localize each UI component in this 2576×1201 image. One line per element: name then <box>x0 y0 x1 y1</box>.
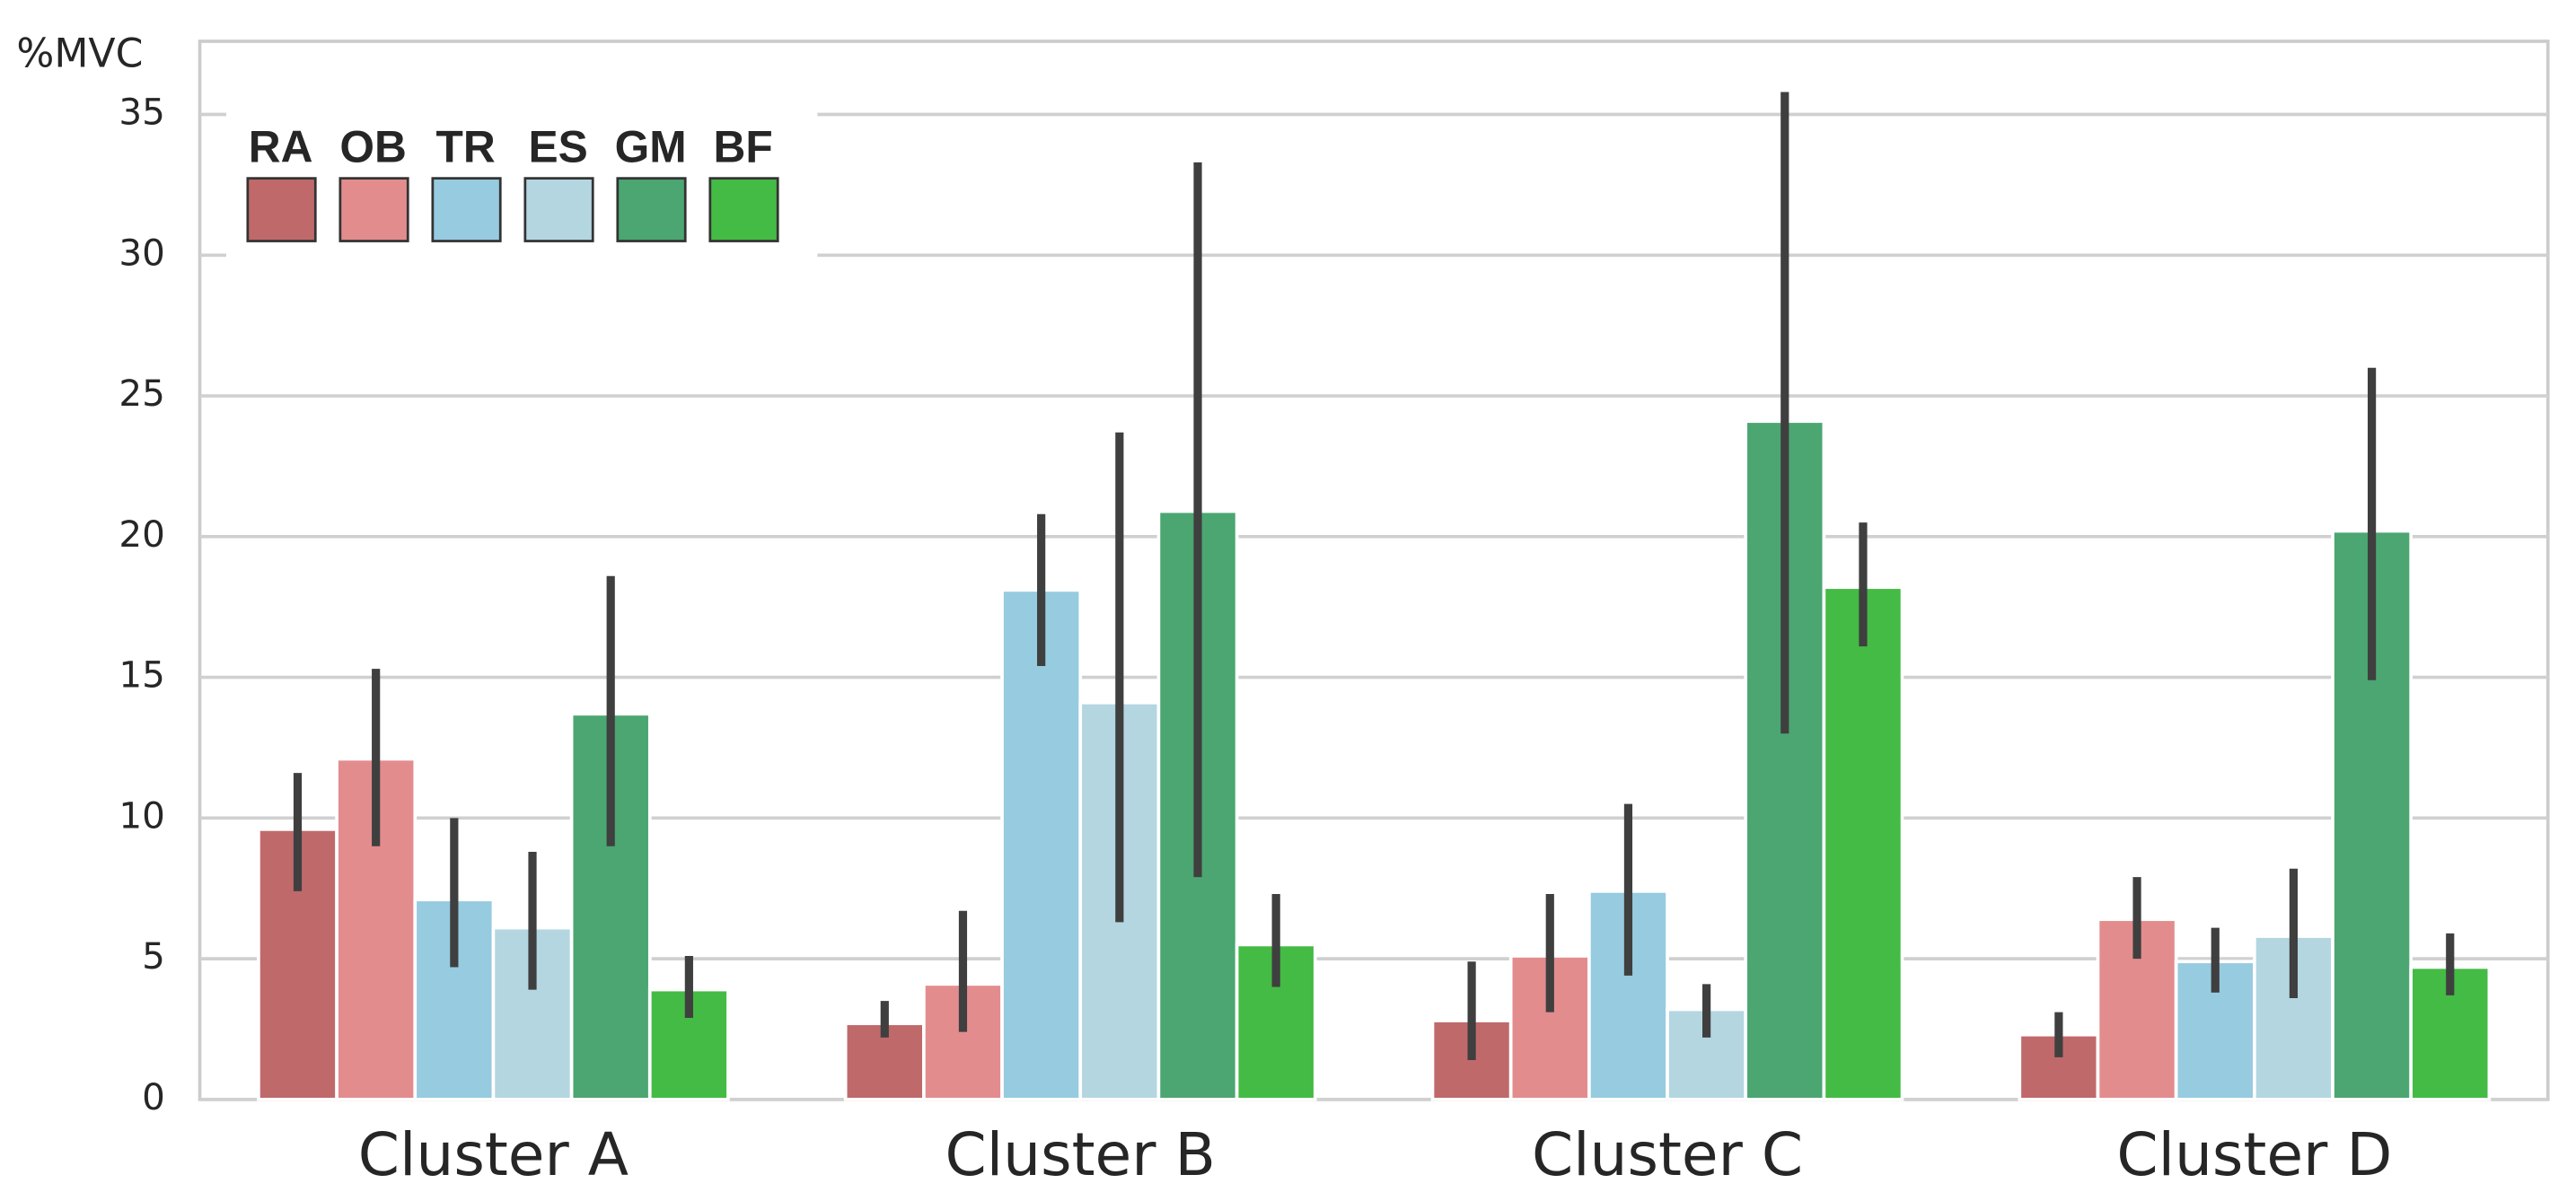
bar <box>1822 585 1904 1101</box>
legend-swatch <box>708 177 779 242</box>
y-tick-label: 5 <box>142 934 165 977</box>
legend-swatch <box>338 177 409 242</box>
legend-label: TR <box>436 121 496 171</box>
legend-label: BF <box>714 121 773 171</box>
x-tick-label: Cluster D <box>2116 1120 2392 1189</box>
y-tick-label: 30 <box>119 231 164 274</box>
legend-label: RA <box>249 121 313 171</box>
bar <box>1000 588 1083 1101</box>
x-tick-label: Cluster C <box>1532 1120 1803 1189</box>
y-tick-label: 20 <box>119 513 164 556</box>
legend-swatch <box>431 177 502 242</box>
y-tick-label: 15 <box>119 653 164 697</box>
legend-label: OB <box>339 121 406 171</box>
y-axis-label: %MVC <box>16 31 143 77</box>
y-tick-label: 0 <box>142 1075 165 1118</box>
legend-label: GM <box>615 121 687 171</box>
y-tick-label: 10 <box>119 793 164 837</box>
x-tick-label: Cluster A <box>358 1120 629 1189</box>
y-tick-label: 35 <box>119 91 164 134</box>
legend-swatch <box>246 177 317 242</box>
legend-label: ES <box>528 121 587 171</box>
y-tick-label: 25 <box>119 372 164 415</box>
legend-swatch <box>523 177 594 242</box>
x-tick-label: Cluster B <box>945 1120 1216 1189</box>
legend-swatch <box>616 177 687 242</box>
